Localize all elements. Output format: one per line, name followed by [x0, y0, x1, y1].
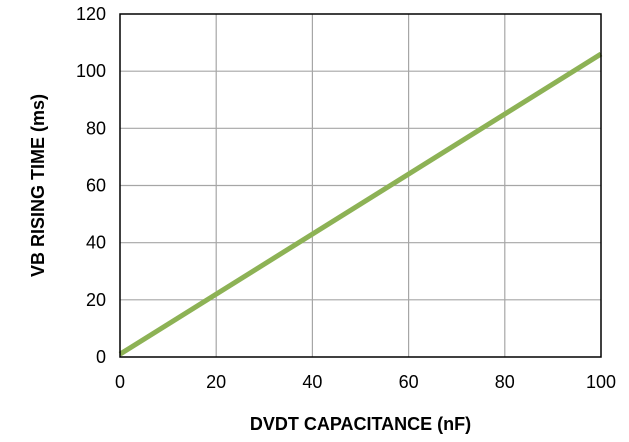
- x-tick-label: 100: [586, 372, 616, 392]
- grid-lines: [120, 14, 601, 357]
- x-tick-label: 60: [399, 372, 419, 392]
- x-axis-title: DVDT CAPACITANCE (nF): [250, 414, 471, 434]
- series-layer: [118, 51, 603, 357]
- x-tick-labels: 0 20 40 60 80 100: [115, 372, 616, 392]
- series-line-0: [118, 51, 603, 357]
- x-tick-label: 80: [495, 372, 515, 392]
- x-tick-label: 0: [115, 372, 125, 392]
- x-tick-label: 40: [302, 372, 322, 392]
- y-tick-label: 80: [86, 118, 106, 138]
- y-tick-label: 40: [86, 233, 106, 253]
- y-axis-title: VB RISING TIME (ms): [28, 94, 48, 277]
- y-tick-label: 100: [76, 61, 106, 81]
- plot-frame: [119, 13, 602, 358]
- y-tick-label: 20: [86, 290, 106, 310]
- y-tick-labels: 0 20 40 60 80 100 120: [76, 4, 106, 367]
- y-tick-label: 0: [96, 347, 106, 367]
- y-tick-label: 120: [76, 4, 106, 24]
- y-tick-label: 60: [86, 176, 106, 196]
- x-tick-label: 20: [206, 372, 226, 392]
